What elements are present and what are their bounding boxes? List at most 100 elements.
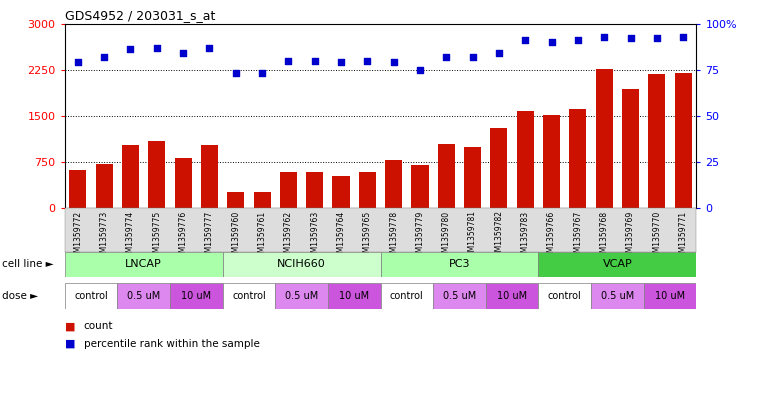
Text: cell line ►: cell line ► [2, 259, 54, 269]
Text: dose ►: dose ► [2, 291, 38, 301]
Bar [96, 164, 113, 208]
Point [335, 59, 347, 66]
Text: GSM1359772: GSM1359772 [73, 211, 82, 262]
Text: GSM1359776: GSM1359776 [179, 211, 188, 262]
Bar [433, 283, 486, 309]
Text: 10 uM: 10 uM [181, 291, 212, 301]
Text: ■: ■ [65, 339, 75, 349]
Text: GSM1359773: GSM1359773 [100, 211, 109, 262]
Bar [569, 109, 587, 208]
Text: 10 uM: 10 uM [339, 291, 369, 301]
Bar [490, 128, 508, 208]
Point [151, 44, 163, 51]
Bar [539, 252, 696, 277]
Point [361, 57, 374, 64]
Point [440, 54, 452, 60]
Bar [380, 252, 539, 277]
Text: GSM1359770: GSM1359770 [652, 211, 661, 262]
Text: 0.5 uM: 0.5 uM [127, 291, 161, 301]
Bar [122, 145, 139, 208]
Text: GSM1359778: GSM1359778 [389, 211, 398, 262]
Text: GSM1359777: GSM1359777 [205, 211, 214, 262]
Bar [644, 283, 696, 309]
Point [177, 50, 189, 56]
Bar [174, 158, 192, 208]
Bar [201, 145, 218, 208]
Text: GSM1359761: GSM1359761 [257, 211, 266, 262]
Text: GSM1359775: GSM1359775 [152, 211, 161, 262]
Text: control: control [232, 291, 266, 301]
Bar [65, 252, 223, 277]
Text: control: control [548, 291, 581, 301]
Text: VCAP: VCAP [603, 259, 632, 269]
Text: 10 uM: 10 uM [655, 291, 685, 301]
Bar [333, 176, 349, 208]
Point [572, 37, 584, 43]
Text: count: count [84, 321, 113, 331]
Text: GSM1359764: GSM1359764 [336, 211, 345, 262]
Text: GSM1359766: GSM1359766 [547, 211, 556, 262]
Bar [69, 170, 87, 208]
Point [72, 59, 84, 66]
Text: GSM1359760: GSM1359760 [231, 211, 240, 262]
Text: GSM1359763: GSM1359763 [310, 211, 319, 262]
Bar [223, 252, 380, 277]
Text: control: control [74, 291, 108, 301]
Text: GSM1359783: GSM1359783 [521, 211, 530, 262]
Bar [591, 283, 644, 309]
Text: percentile rank within the sample: percentile rank within the sample [84, 339, 260, 349]
Bar [412, 165, 428, 208]
Bar [486, 283, 539, 309]
Point [282, 57, 295, 64]
Text: 10 uM: 10 uM [497, 291, 527, 301]
Point [124, 46, 136, 53]
Text: ■: ■ [65, 321, 75, 331]
Bar [517, 111, 533, 208]
Text: NCIH660: NCIH660 [277, 259, 326, 269]
Text: GDS4952 / 203031_s_at: GDS4952 / 203031_s_at [65, 9, 215, 22]
Bar [539, 283, 591, 309]
Bar [648, 74, 665, 208]
Text: GSM1359782: GSM1359782 [495, 211, 504, 261]
Text: 0.5 uM: 0.5 uM [600, 291, 634, 301]
Text: GSM1359781: GSM1359781 [468, 211, 477, 261]
Text: control: control [390, 291, 424, 301]
Bar [148, 141, 165, 208]
Text: GSM1359780: GSM1359780 [442, 211, 451, 262]
Bar [228, 192, 244, 208]
Bar [280, 172, 297, 208]
Bar [253, 192, 271, 208]
Text: GSM1359769: GSM1359769 [626, 211, 635, 262]
Text: 0.5 uM: 0.5 uM [285, 291, 318, 301]
Bar [65, 283, 117, 309]
Bar [223, 283, 275, 309]
Point [651, 35, 663, 42]
Text: 0.5 uM: 0.5 uM [443, 291, 476, 301]
Point [230, 70, 242, 77]
Bar [543, 115, 560, 208]
Text: GSM1359768: GSM1359768 [600, 211, 609, 262]
Bar [117, 283, 170, 309]
Point [625, 35, 637, 42]
Point [414, 67, 426, 73]
Bar [464, 147, 481, 208]
Point [256, 70, 268, 77]
Bar [596, 69, 613, 208]
Bar [380, 283, 433, 309]
Bar [170, 283, 223, 309]
Point [598, 33, 610, 40]
Point [677, 33, 689, 40]
Point [546, 39, 558, 45]
Bar [306, 172, 323, 208]
Text: GSM1359779: GSM1359779 [416, 211, 425, 262]
Point [98, 54, 110, 60]
Point [309, 57, 321, 64]
Text: GSM1359774: GSM1359774 [126, 211, 135, 262]
Text: LNCAP: LNCAP [126, 259, 162, 269]
Bar [622, 90, 639, 208]
Point [493, 50, 505, 56]
Text: GSM1359765: GSM1359765 [363, 211, 372, 262]
Bar [275, 283, 328, 309]
Point [387, 59, 400, 66]
Bar [358, 172, 376, 208]
